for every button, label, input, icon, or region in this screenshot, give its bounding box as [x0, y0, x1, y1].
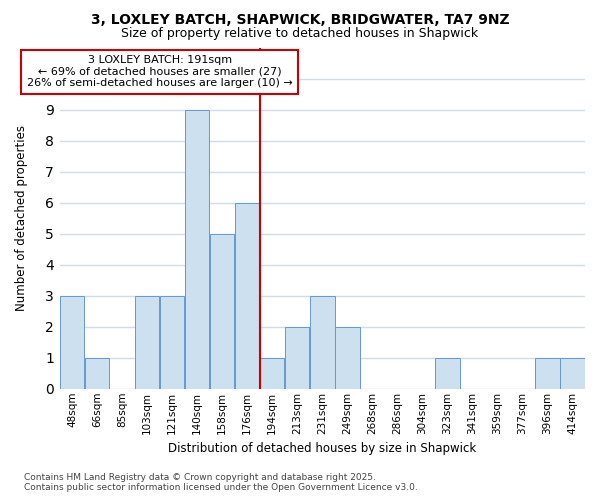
Y-axis label: Number of detached properties: Number of detached properties	[15, 125, 28, 311]
Bar	[235, 202, 259, 389]
Bar	[335, 326, 359, 389]
Bar	[285, 326, 310, 389]
Bar	[310, 296, 335, 389]
Bar	[210, 234, 235, 389]
Bar	[260, 358, 284, 389]
Bar	[535, 358, 560, 389]
Text: Size of property relative to detached houses in Shapwick: Size of property relative to detached ho…	[121, 28, 479, 40]
Text: 3 LOXLEY BATCH: 191sqm
← 69% of detached houses are smaller (27)
26% of semi-det: 3 LOXLEY BATCH: 191sqm ← 69% of detached…	[27, 56, 292, 88]
Bar	[560, 358, 585, 389]
Bar	[135, 296, 160, 389]
Text: 3, LOXLEY BATCH, SHAPWICK, BRIDGWATER, TA7 9NZ: 3, LOXLEY BATCH, SHAPWICK, BRIDGWATER, T…	[91, 12, 509, 26]
Bar	[85, 358, 109, 389]
Bar	[435, 358, 460, 389]
Bar	[160, 296, 184, 389]
X-axis label: Distribution of detached houses by size in Shapwick: Distribution of detached houses by size …	[168, 442, 476, 455]
Bar	[60, 296, 84, 389]
Text: Contains HM Land Registry data © Crown copyright and database right 2025.
Contai: Contains HM Land Registry data © Crown c…	[24, 473, 418, 492]
Bar	[185, 110, 209, 389]
